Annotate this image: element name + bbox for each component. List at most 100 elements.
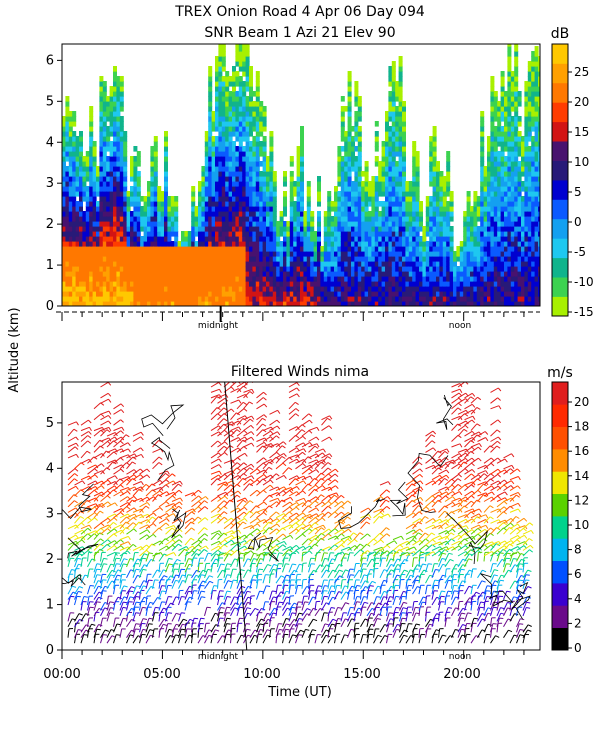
snr-cell [293, 221, 298, 227]
snr-cell [368, 271, 372, 277]
snr-cell [442, 241, 447, 247]
snr-cell [286, 226, 291, 232]
snr-cell [504, 221, 508, 227]
snr-cell [340, 256, 345, 262]
snr-cell [524, 296, 529, 302]
snr-cell [296, 191, 301, 197]
snr-cell [514, 141, 519, 147]
snr-cell [157, 256, 162, 262]
snr-cell [436, 191, 440, 197]
snr-colorbar-swatch [552, 199, 568, 220]
snr-cell [493, 256, 498, 262]
snr-cell [388, 221, 393, 227]
snr-cell [354, 261, 359, 267]
snr-cell [351, 246, 355, 252]
snr-cell [493, 191, 498, 197]
snr-cell [238, 136, 243, 142]
snr-cell [487, 221, 491, 227]
snr-cell [436, 226, 440, 232]
snr-cell [320, 286, 325, 292]
snr-cell [330, 206, 335, 212]
snr-cell [232, 251, 236, 257]
snr-cell [497, 251, 502, 257]
snr-cell [235, 166, 240, 172]
snr-cell [228, 186, 233, 192]
snr-cell [68, 201, 73, 207]
snr-cell [72, 116, 77, 122]
snr-cell [75, 271, 80, 277]
snr-cell [65, 246, 70, 252]
snr-cell [113, 166, 117, 172]
snr-cell [238, 76, 243, 82]
snr-cell [242, 166, 247, 172]
snr-cell [378, 166, 383, 172]
wind-barb-flag [88, 524, 92, 529]
snr-cell [221, 116, 226, 122]
snr-cell [235, 46, 240, 52]
snr-cell [408, 301, 413, 306]
snr-cell [133, 286, 138, 292]
wind-barb-flag [88, 431, 92, 435]
snr-cell [306, 231, 311, 237]
snr-cell [524, 191, 529, 197]
snr-cell [123, 271, 128, 277]
snr-cell [262, 236, 267, 242]
snr-cell [79, 181, 83, 187]
snr-cell [262, 251, 267, 257]
snr-cell [500, 186, 505, 192]
snr-cell [432, 236, 437, 242]
snr-cell [310, 266, 315, 272]
snr-cell [221, 256, 226, 262]
snr-cell [72, 276, 77, 282]
snr-cell [480, 271, 485, 277]
snr-cell [89, 241, 94, 247]
snr-cell [208, 281, 213, 287]
snr-cell [340, 156, 345, 162]
snr-cell [405, 286, 410, 292]
snr-cell [119, 106, 124, 112]
snr-cell [242, 96, 247, 102]
snr-cell [504, 261, 508, 267]
snr-cell [368, 201, 372, 207]
snr-cell [85, 196, 90, 202]
snr-cell [538, 156, 540, 162]
snr-cell [514, 96, 519, 102]
snr-cell [215, 121, 219, 127]
snr-cell [534, 216, 539, 222]
snr-cell [483, 191, 488, 197]
snr-cell [317, 291, 321, 297]
snr-cell [140, 236, 145, 242]
snr-cell [259, 141, 264, 147]
snr-cell [245, 186, 250, 192]
snr-cell [330, 266, 335, 272]
snr-cell [398, 241, 403, 247]
snr-cell [442, 301, 447, 306]
snr-cell [402, 196, 406, 202]
snr-cell [245, 106, 250, 112]
snr-cell [351, 136, 355, 142]
snr-cell [276, 231, 281, 237]
snr-cell [99, 76, 104, 82]
snr-cell [296, 276, 301, 282]
wind-barb [93, 543, 101, 551]
snr-cell [439, 301, 444, 306]
snr-cell [272, 226, 277, 232]
snr-cell [126, 246, 131, 252]
snr-cell [150, 271, 155, 277]
snr-cell [507, 46, 512, 52]
snr-cell [439, 286, 444, 292]
snr-cell [422, 251, 427, 257]
snr-cell [500, 136, 505, 142]
snr-cell [463, 276, 468, 282]
snr-cell [238, 236, 243, 242]
snr-cell [116, 201, 121, 207]
snr-cell [347, 271, 352, 277]
snr-cell [330, 301, 335, 306]
snr-cell [300, 211, 304, 217]
snr-cell [422, 236, 427, 242]
snr-cell [65, 121, 70, 127]
snr-cell [459, 251, 464, 257]
snr-cell [391, 71, 396, 77]
snr-cell [429, 231, 434, 237]
snr-cell [130, 191, 134, 197]
